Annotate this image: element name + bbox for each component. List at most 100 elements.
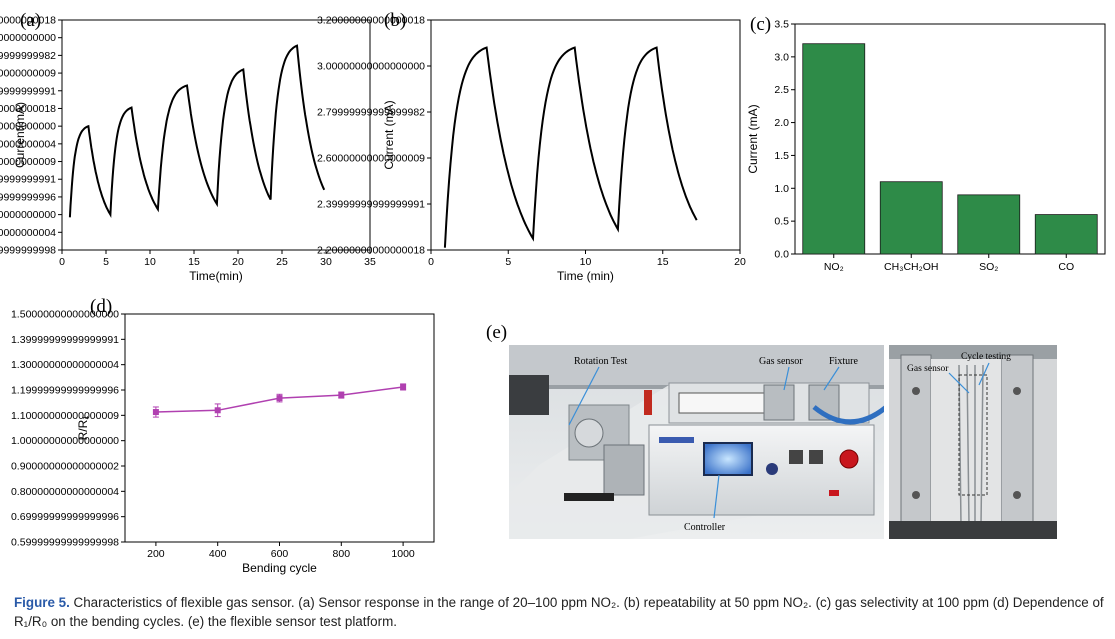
y-tick-label: 2.79999999999999982	[0, 50, 56, 62]
y-tick-label: 0.5	[774, 216, 789, 228]
label-gas-sensor: Gas sensor	[759, 356, 803, 367]
x-tick-label: 25	[276, 256, 288, 268]
x-axis-label: Time(min)	[189, 269, 243, 283]
bar-3	[1034, 214, 1098, 255]
plot-frame	[124, 313, 435, 543]
data-point	[276, 395, 283, 402]
y-tick-label: 1.5	[774, 150, 789, 162]
y-tick-label: 0.69999999999999996	[11, 511, 119, 523]
y-tick-label: 0.59999999999999998	[11, 537, 119, 549]
panel-b: 2.20000000000000018 2.39999999999999991 2.…	[317, 0, 746, 300]
panel-label-e: (e)	[486, 322, 508, 343]
chart-b-svg: 2.20000000000000018 2.39999999999999991 2.…	[317, 10, 746, 283]
panel-label-d: (d)	[90, 296, 112, 317]
y-tick-label: 1.19999999999999996	[11, 385, 119, 397]
y-tick-label: 2.79999999999999982	[317, 107, 425, 119]
y-tick-label: 3.20000000000000018	[317, 15, 425, 27]
label-controller: Controller	[684, 522, 726, 533]
y-tick-label: 3.5	[774, 19, 789, 31]
plot-frame	[61, 19, 371, 251]
x-tick-label: 20	[734, 256, 746, 268]
y-axis-label: Current(mA)	[13, 102, 27, 168]
y-axis-label: Current (mA)	[746, 104, 760, 173]
data-point	[214, 407, 221, 414]
figure-caption-text: Characteristics of flexible gas sensor. …	[14, 595, 1104, 629]
x-tick-label: CO	[1058, 261, 1074, 273]
y-tick-label: 1.0	[774, 183, 789, 195]
x-tick-label: 10	[144, 256, 156, 268]
panel-label-a: (a)	[20, 10, 41, 31]
panel-label-c: (c)	[750, 14, 771, 35]
x-tick-label: 5	[505, 256, 511, 268]
bar-2	[957, 194, 1021, 255]
y-tick-label: 1.39999999999999991	[11, 334, 119, 346]
x-tick-label: NO₂	[824, 261, 844, 273]
x-tick-label: 15	[657, 256, 669, 268]
panel-d: 0.59999999999999998 0.69999999999999996 0.…	[0, 288, 470, 588]
y-tick-label: 1.39999999999999991	[0, 174, 56, 186]
y-tick-label: 0.80000000000000004	[0, 227, 56, 239]
x-axis-label: Bending cycle	[242, 561, 317, 575]
y-tick-label: 2.5	[774, 84, 789, 96]
y-tick-label: 0.90000000000000002	[11, 461, 119, 473]
x-tick-label: 5	[103, 256, 109, 268]
figure-caption: Figure 5. Characteristics of flexible ga…	[14, 593, 1109, 631]
test-platform-photo: Rotation Test Gas sensor Fixture Control…	[509, 345, 884, 539]
data-point	[400, 383, 407, 390]
y-tick-label: 3.00000000000000000	[317, 61, 425, 73]
bar-0	[802, 43, 866, 255]
chart-c-svg: 0.0 0.5 1.0 1.5 2.0 2.5 3.0 3.5 Current (mA) (c) N…	[746, 14, 1106, 273]
x-tick-label: 35	[364, 256, 376, 268]
y-axis-label: R/R₁	[76, 416, 90, 441]
y-tick-label: 3.00000000000000000	[0, 32, 56, 44]
x-tick-label: 600	[271, 548, 289, 560]
data-point	[152, 409, 159, 416]
y-tick-label: 2.60000000000000009	[0, 68, 56, 80]
y-axis-label: Current (mA)	[382, 100, 396, 169]
y-tick-label: 1.50000000000000000	[11, 309, 119, 321]
chart-a-svg: 0.59999999999999998 0.80000000000000004 1.…	[0, 10, 376, 283]
y-tick-label: 3.0	[774, 51, 789, 63]
y-tick-label: 0.80000000000000004	[11, 486, 119, 498]
y-tick-label: 1.80000000000000004	[0, 138, 56, 150]
label-fixture: Fixture	[829, 356, 858, 367]
x-tick-label: 10	[580, 256, 592, 268]
label-rotation-test: Rotation Test	[574, 356, 628, 367]
x-tick-label: SO₂	[979, 261, 998, 273]
label-gas-sensor-closeup: Gas sensor	[907, 364, 949, 374]
y-tick-label: 1.19999999999999996	[0, 191, 56, 203]
test-platform-illustration: Rotation Test Gas sensor Fixture Control…	[509, 345, 884, 539]
x-tick-label: 0	[59, 256, 65, 268]
y-tick-label: 1.30000000000000004	[11, 359, 119, 371]
y-tick-label: 2.39999999999999991	[0, 85, 56, 97]
y-tick-label: 3.20000000000000018	[0, 15, 56, 27]
y-tick-label: 0.59999999999999998	[0, 245, 56, 257]
fixture-closeup-illustration: Gas sensor Cycle testing	[889, 345, 1057, 539]
x-tick-label: 1000	[391, 548, 415, 560]
figure-number: Figure 5.	[14, 595, 70, 610]
series-line-a	[68, 44, 326, 219]
x-tick-label: 400	[209, 548, 227, 560]
y-tick-label: 2.39999999999999991	[317, 199, 425, 211]
y-tick-label: 0.0	[774, 249, 789, 261]
series-line-b	[443, 46, 698, 248]
x-axis-label: Time (min)	[557, 269, 614, 283]
x-tick-label: 30	[320, 256, 332, 268]
y-tick-label: 2.00000000000000000	[0, 121, 56, 133]
x-tick-label: CH₃CH₂OH	[884, 261, 938, 273]
plot-frame	[794, 23, 1106, 255]
panel-a: 0.59999999999999998 0.80000000000000004 1.…	[0, 0, 380, 300]
y-tick-label: 2.20000000000000018	[0, 103, 56, 115]
y-tick-label: 1.00000000000000000	[11, 435, 119, 447]
x-tick-label: 0	[428, 256, 434, 268]
panel-c: 0.0 0.5 1.0 1.5 2.0 2.5 3.0 3.5 Current (mA) (c) N…	[740, 0, 1115, 300]
fixture-closeup-photo: Gas sensor Cycle testing	[889, 345, 1057, 539]
x-tick-label: 15	[188, 256, 200, 268]
bar-1	[879, 181, 943, 255]
x-tick-label: 20	[232, 256, 244, 268]
data-point	[338, 392, 345, 399]
label-cycle-testing: Cycle testing	[961, 352, 1011, 362]
y-tick-label: 2.0	[774, 117, 789, 129]
y-tick-label: 1.00000000000000000	[0, 209, 56, 221]
panel-label-b: (b)	[384, 10, 406, 31]
